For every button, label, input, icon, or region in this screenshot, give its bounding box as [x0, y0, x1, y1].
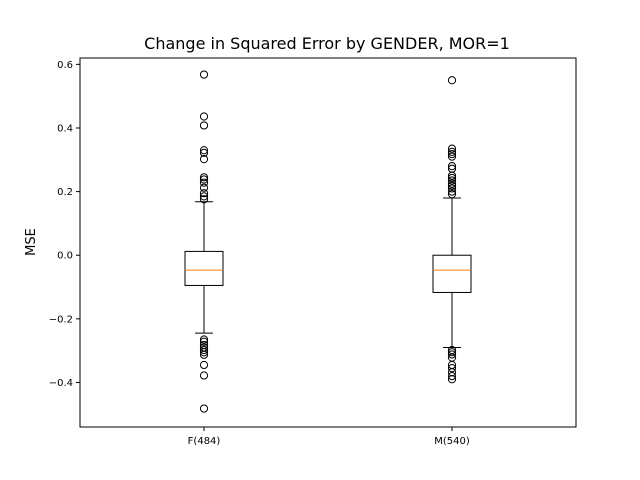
- iqr-box: [184, 250, 224, 286]
- outlier-point: [447, 375, 457, 384]
- outlier-point: [447, 176, 457, 185]
- x-tick-label: F(484): [188, 436, 221, 447]
- y-axis-label: MSE: [24, 228, 39, 256]
- plot-area: −0.4 −0.2 0.0 0.2 0.4 0.6 F(484) M(540): [49, 60, 472, 447]
- y-tick-label: −0.4: [49, 378, 73, 389]
- outlier-point: [199, 112, 209, 121]
- outlier-point: [447, 76, 457, 85]
- outlier-point: [447, 348, 457, 357]
- outlier-point: [447, 179, 457, 188]
- outlier-point: [447, 190, 457, 199]
- outlier-point: [199, 70, 209, 79]
- outlier-point: [199, 345, 209, 355]
- outlier-point: [199, 155, 209, 164]
- outlier-point: [447, 187, 457, 196]
- outlier-point: [447, 171, 457, 180]
- outlier-point: [199, 360, 209, 370]
- chart-title: Change in Squared Error by GENDER, MOR=1: [144, 34, 510, 53]
- outlier-point: [447, 372, 457, 381]
- outlier-point: [199, 146, 209, 155]
- outlier-point: [447, 181, 457, 190]
- x-tick-label: M(540): [434, 436, 470, 447]
- iqr-box: [432, 254, 472, 293]
- outlier-point: [199, 350, 209, 359]
- outlier-point: [199, 175, 209, 184]
- outlier-point: [447, 147, 457, 156]
- outlier-point: [199, 195, 209, 204]
- outlier-point: [447, 149, 457, 159]
- outlier-point: [447, 350, 457, 359]
- outlier-point: [199, 189, 209, 198]
- outlier-point: [447, 364, 457, 373]
- outlier-point: [199, 337, 209, 346]
- outlier-point: [447, 162, 457, 171]
- outlier-point: [199, 148, 209, 157]
- outlier-point: [199, 178, 209, 187]
- outlier-point: [199, 404, 209, 413]
- outlier-point: [199, 371, 209, 380]
- outlier-point: [199, 173, 209, 182]
- outlier-point: [199, 183, 209, 192]
- outlier-point: [199, 121, 209, 130]
- outlier-point: [199, 348, 209, 357]
- y-tick-label: 0.2: [57, 187, 73, 198]
- outlier-point: [447, 173, 457, 183]
- outlier-point: [199, 192, 209, 201]
- axes-frame: [79, 57, 577, 428]
- outlier-point: [199, 335, 209, 344]
- y-tick-label: 0.0: [57, 251, 73, 262]
- outlier-point: [447, 144, 457, 153]
- y-tick-label: −0.2: [49, 314, 73, 325]
- y-tick-label: 0.4: [57, 123, 73, 134]
- outlier-point: [447, 152, 457, 161]
- outlier-point: [447, 184, 457, 193]
- y-tick-label: 0.6: [57, 60, 73, 71]
